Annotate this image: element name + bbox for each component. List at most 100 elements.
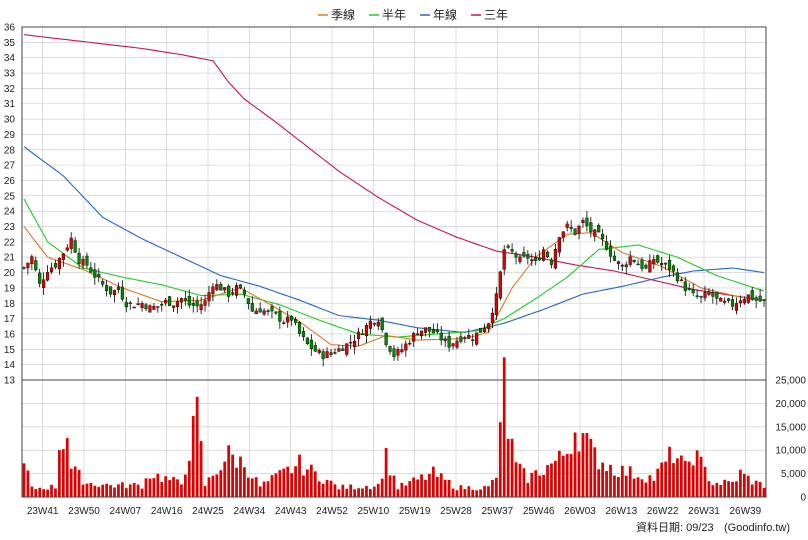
price-tick-label: 34 <box>4 53 16 64</box>
volume-bar <box>152 478 156 497</box>
volume-bar <box>369 489 372 497</box>
candle-body <box>384 332 388 346</box>
candle-body <box>341 348 345 352</box>
candle-body <box>140 303 144 309</box>
volume-bar <box>487 486 490 497</box>
candle-body <box>482 328 487 333</box>
volume-bar <box>494 477 498 497</box>
volume-bar <box>365 485 368 497</box>
candle-body <box>73 240 77 253</box>
candle-body <box>719 297 723 302</box>
axis-labels: 13 14 15 16 17 18 19 20 21 22 23 24 25 26 27 28 29 30 31 32… <box>4 23 807 518</box>
candle-body <box>156 306 160 308</box>
volume-bar <box>514 462 518 497</box>
candle-body <box>490 312 494 324</box>
candle-body <box>683 281 687 291</box>
candle-body <box>656 255 660 263</box>
volume-bar <box>632 478 636 497</box>
candle-body <box>648 260 652 273</box>
candle-body <box>38 272 42 284</box>
volume-bar <box>561 455 565 497</box>
volume-bar <box>617 476 620 497</box>
volume-bar <box>455 490 459 497</box>
price-tick-label: 28 <box>4 145 16 156</box>
candle-body <box>711 292 715 297</box>
volume-bar <box>176 479 179 497</box>
volume-bar <box>660 462 664 497</box>
volume-bar <box>258 486 262 497</box>
candle-body <box>360 333 365 336</box>
price-tick-label: 20 <box>4 268 16 279</box>
candle-body <box>349 341 353 344</box>
volume-bar <box>50 484 53 497</box>
candle-body <box>467 335 471 339</box>
volume-bar <box>640 479 644 497</box>
volume-bar <box>282 468 286 497</box>
volume-bar <box>144 478 148 497</box>
price-tick-label: 21 <box>4 253 16 264</box>
volume-bar <box>357 488 360 497</box>
volume-bar <box>404 485 408 497</box>
candle-body <box>128 302 132 304</box>
candle-body <box>171 305 176 308</box>
candle-body <box>671 265 676 272</box>
volume-bar <box>735 481 738 497</box>
candle-body <box>604 241 609 250</box>
x-tick-label: 23W50 <box>68 506 100 517</box>
volume-bar <box>250 478 254 497</box>
candle-body <box>561 231 565 238</box>
candle-body <box>431 329 435 334</box>
volume-tick-label: 0 <box>800 493 806 504</box>
volume-bar <box>65 438 69 497</box>
volume-bar <box>124 488 128 497</box>
volume-bar <box>286 466 290 497</box>
volume-bar <box>392 475 396 497</box>
volume-bar <box>321 483 325 497</box>
volume-bar <box>542 474 545 497</box>
candle-body <box>679 279 683 281</box>
candle-body <box>22 267 26 269</box>
candle-body <box>368 320 372 329</box>
volume-bar <box>337 489 341 497</box>
volume-bar <box>534 470 538 497</box>
candle-body <box>581 220 585 224</box>
candle-body <box>254 310 258 315</box>
candle-body <box>738 300 742 304</box>
candle-body <box>723 300 727 303</box>
candle-body <box>231 292 235 294</box>
candle-body <box>30 256 34 265</box>
volume-bar <box>424 479 427 497</box>
x-tick-label: 24W16 <box>151 506 183 517</box>
candle-body <box>278 310 282 322</box>
candle-body <box>337 348 341 352</box>
candle-body <box>219 283 223 291</box>
volume-bar <box>703 466 707 497</box>
candle-body <box>227 285 231 297</box>
volume-bar <box>187 460 191 497</box>
volume-bar <box>313 471 317 497</box>
candle-body <box>569 226 573 229</box>
candle-body <box>270 306 274 312</box>
volume-bar <box>628 466 632 497</box>
x-tick-label: 23W41 <box>27 506 59 517</box>
volume-bar <box>546 465 549 497</box>
volume-bar <box>498 422 502 497</box>
candle-body <box>223 287 227 291</box>
candle-body <box>132 306 136 309</box>
volume-bar <box>479 489 482 497</box>
volume-bar <box>750 484 754 497</box>
volume-bar <box>502 357 506 497</box>
candle-body <box>148 305 152 313</box>
candle-body <box>534 257 538 261</box>
volume-bar <box>652 480 656 497</box>
x-tick-label: 25W19 <box>399 506 431 517</box>
volume-bar <box>353 489 357 497</box>
volume-bar <box>577 451 581 497</box>
candle-body <box>286 316 290 323</box>
candle-body <box>333 352 337 354</box>
candle-body <box>585 217 589 227</box>
volume-tick-label: 10,000 <box>775 446 806 457</box>
price-tick-label: 27 <box>4 161 16 172</box>
candle-body <box>195 300 199 307</box>
candle-body <box>242 290 246 295</box>
